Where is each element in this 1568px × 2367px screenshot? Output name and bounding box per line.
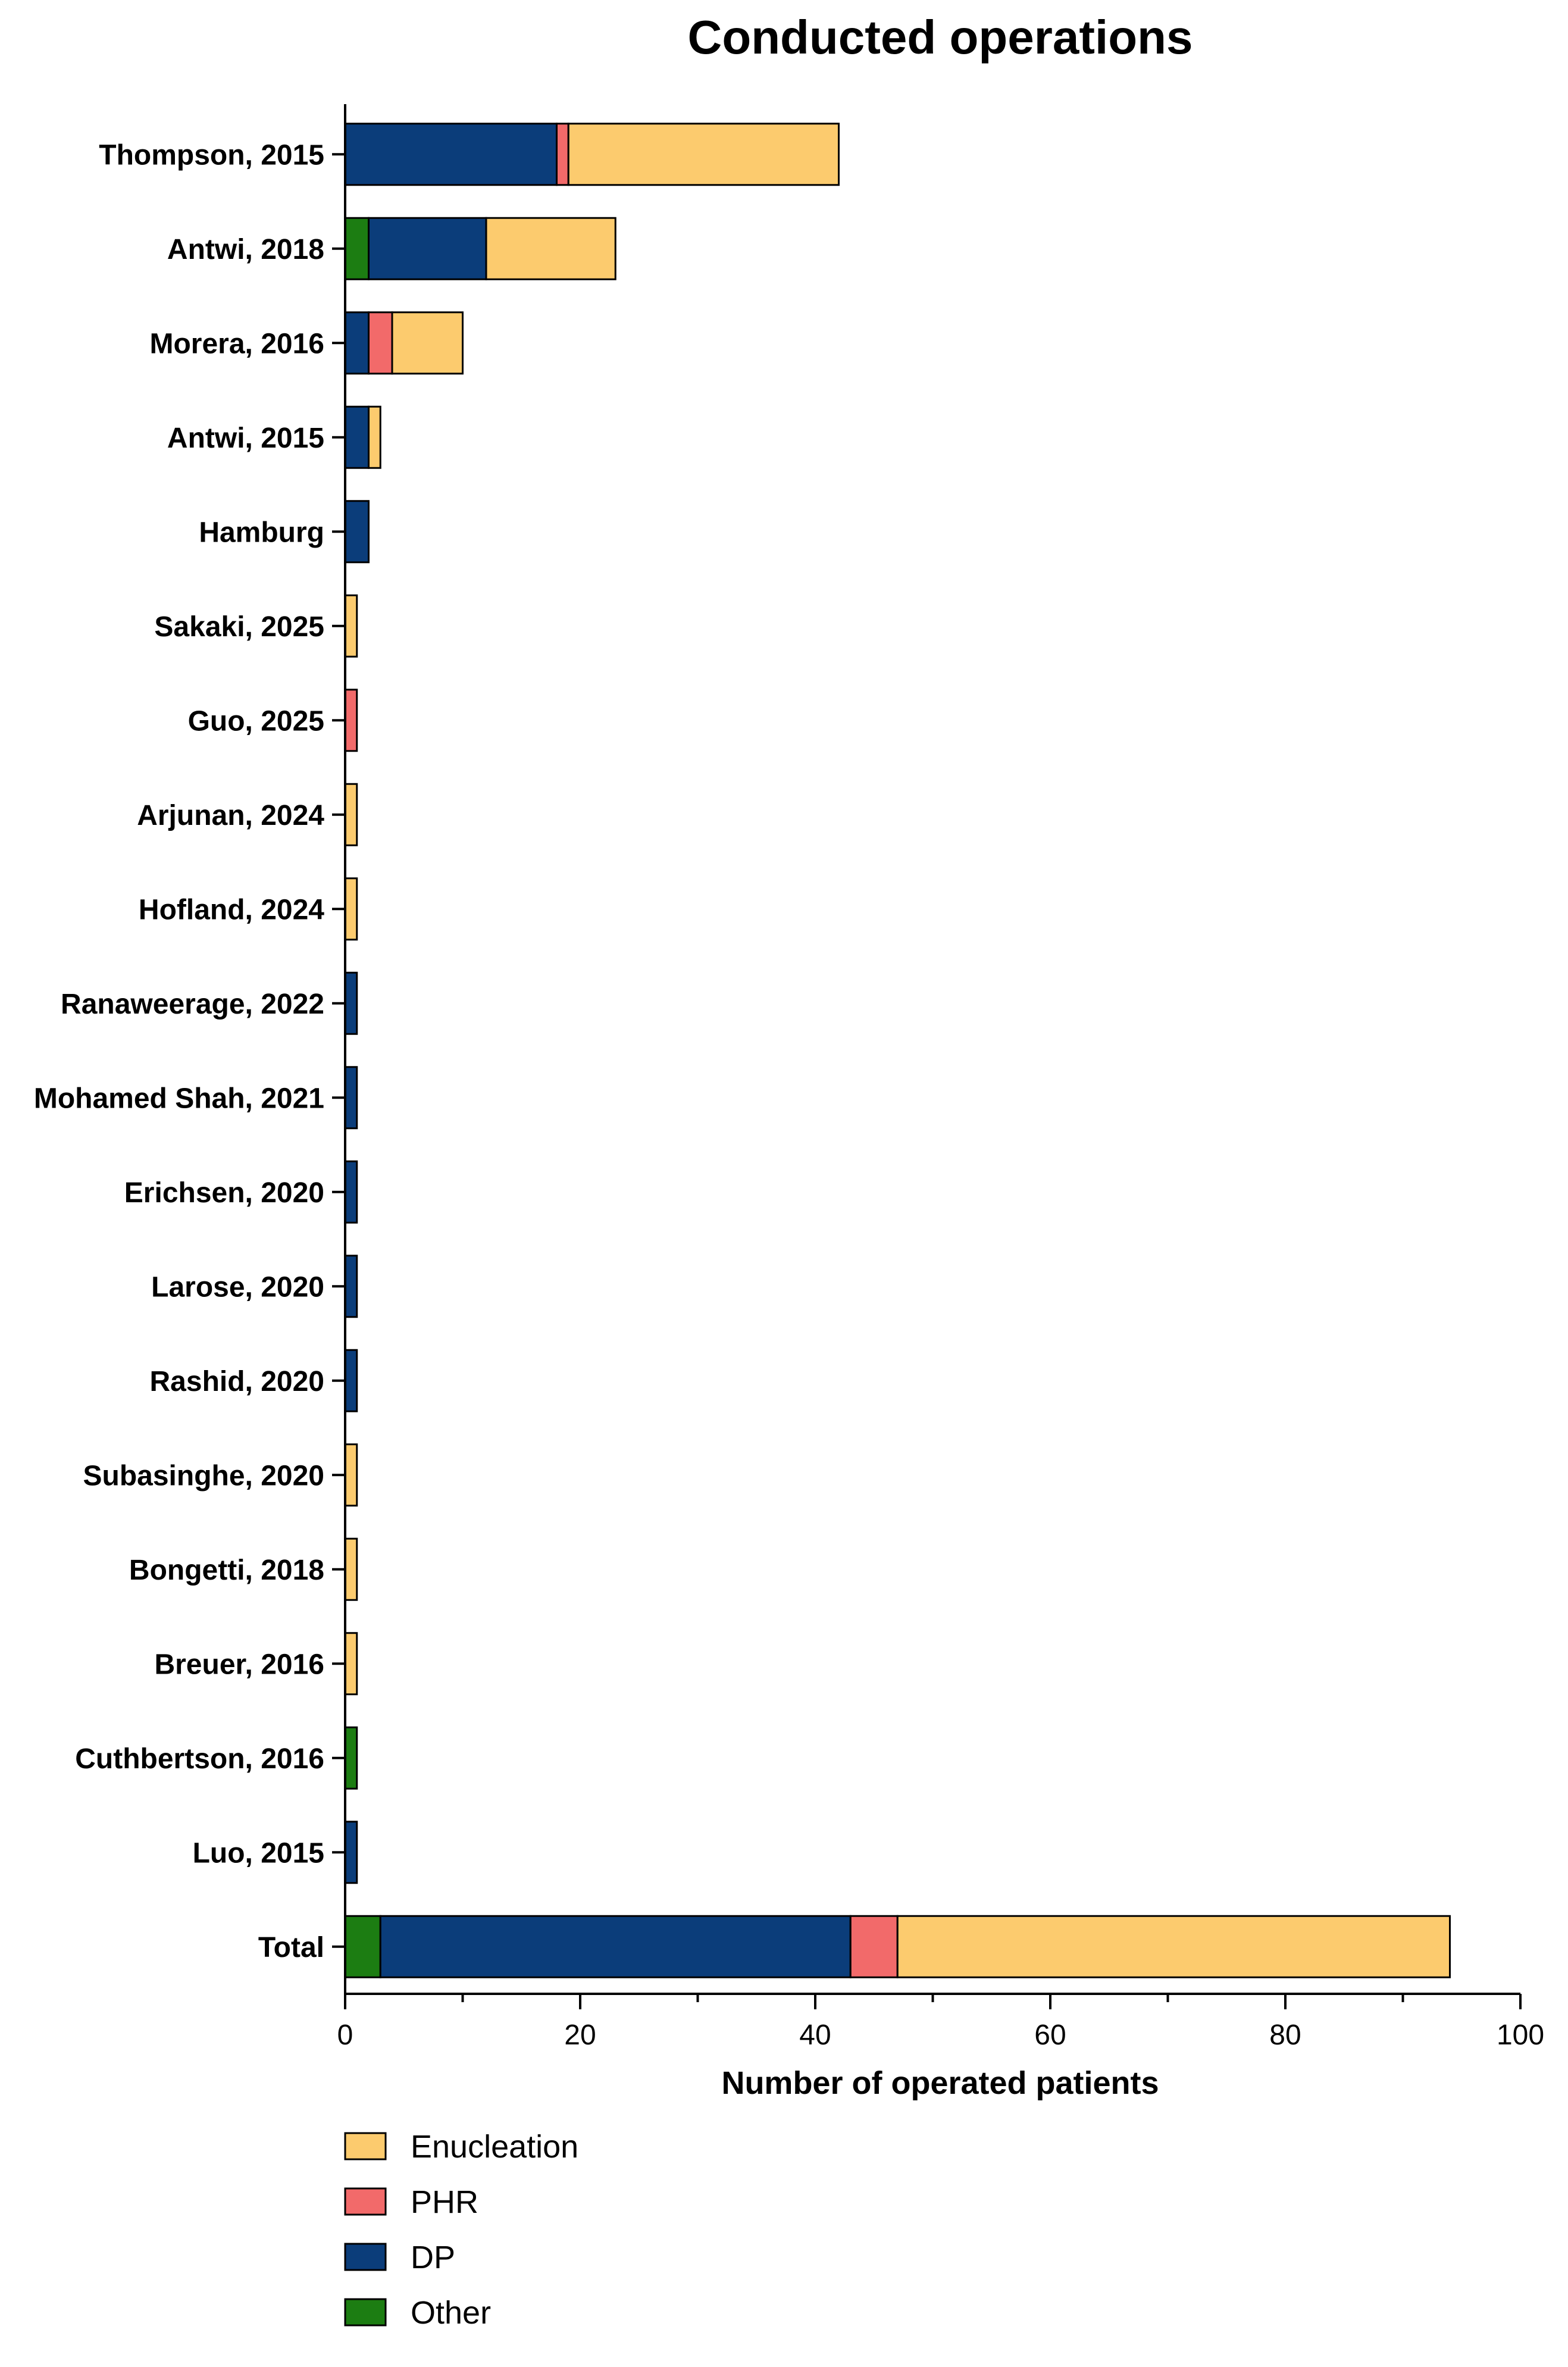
- legend-swatch-phr: [344, 2187, 387, 2216]
- y-axis: Thompson, 2015 Antwi, 2018 Morera, 2016 Ant…: [34, 104, 346, 1994]
- y-tick-label: Bongetti, 2018: [129, 1555, 324, 1586]
- bar-segment-phr-0: [556, 123, 569, 186]
- x-tick-label: 0: [337, 2019, 353, 2051]
- bar-segment-dp-1: [368, 217, 487, 280]
- bar-segment-enucleation-0: [567, 123, 840, 186]
- legend: Enucleation PHR DP Other: [344, 2129, 578, 2331]
- bar-segment-enucleation-1: [485, 217, 616, 280]
- y-tick-label: Cuthbertson, 2016: [75, 1743, 324, 1775]
- bar-segment-enucleation-14: [344, 1443, 358, 1507]
- y-tick-label: Subasinghe, 2020: [83, 1460, 325, 1492]
- y-tick-label: Luo, 2015: [193, 1837, 324, 1869]
- y-tick-label: Arjunan, 2024: [137, 800, 324, 831]
- x-axis: 0 20 40 60 80 100: [337, 1993, 1544, 2051]
- bar-segment-enucleation-5: [344, 594, 358, 658]
- bar-segment-dp-10: [344, 1066, 358, 1130]
- x-tick-label: 20: [564, 2019, 596, 2051]
- bar-segment-enucleation-8: [344, 877, 358, 941]
- x-tick-label: 100: [1497, 2019, 1544, 2051]
- legend-label-enucleation: Enucleation: [411, 2129, 578, 2165]
- bar-segment-enucleation-15: [344, 1537, 358, 1601]
- bar-segment-enucleation-2: [391, 311, 464, 375]
- y-tick-label: Rashid, 2020: [150, 1366, 324, 1397]
- bar-segment-phr-6: [344, 689, 358, 752]
- bar-segment-other-17: [344, 1726, 358, 1790]
- bar-segment-dp-0: [344, 123, 558, 186]
- y-tick-label: Sakaki, 2025: [154, 611, 324, 643]
- bar-segment-dp-11: [344, 1160, 358, 1224]
- y-tick-label: Antwi, 2015: [167, 423, 324, 454]
- x-axis-label: Number of operated patients: [721, 2065, 1159, 2101]
- bar-segment-enucleation-7: [344, 783, 358, 846]
- bar-segment-dp-2: [344, 311, 370, 375]
- bar-segment-dp-13: [344, 1349, 358, 1412]
- bar-segment-other-19: [344, 1915, 381, 1978]
- y-tick-label: Erichsen, 2020: [124, 1177, 324, 1209]
- y-tick-label: Hamburg: [199, 517, 324, 548]
- bar-segment-phr-2: [368, 311, 393, 375]
- bar-segment-dp-12: [344, 1255, 358, 1318]
- x-tick-label: 80: [1269, 2019, 1301, 2051]
- bar-segment-phr-19: [849, 1915, 899, 1978]
- y-tick-label: Larose, 2020: [151, 1271, 324, 1303]
- legend-label-phr: PHR: [411, 2184, 478, 2220]
- bars-group: [344, 123, 1451, 1978]
- bar-segment-enucleation-19: [896, 1915, 1451, 1978]
- legend-swatch-dp: [344, 2243, 387, 2271]
- bar-segment-enucleation-16: [344, 1632, 358, 1696]
- bar-segment-dp-4: [344, 500, 370, 564]
- x-tick-label: 40: [799, 2019, 831, 2051]
- legend-swatch-enucleation: [344, 2132, 387, 2160]
- y-tick-label: Thompson, 2015: [99, 139, 324, 171]
- bar-segment-dp-9: [344, 971, 358, 1035]
- y-tick-label: Ranaweerage, 2022: [61, 989, 324, 1020]
- bar-segment-dp-18: [344, 1821, 358, 1884]
- bar-segment-other-1: [344, 217, 370, 280]
- y-tick-label: Mohamed Shah, 2021: [34, 1083, 324, 1114]
- legend-swatch-other: [344, 2298, 387, 2327]
- y-tick-label: Antwi, 2018: [167, 234, 324, 265]
- y-tick-label: Morera, 2016: [149, 328, 324, 359]
- y-tick-label: Breuer, 2016: [154, 1649, 324, 1680]
- legend-label-other: Other: [411, 2295, 491, 2331]
- bar-segment-enucleation-3: [368, 405, 381, 469]
- legend-label-dp: DP: [411, 2240, 455, 2275]
- bar-segment-dp-19: [379, 1915, 852, 1978]
- y-tick-label: Hofland, 2024: [139, 894, 324, 925]
- chart-title: Conducted operations: [688, 11, 1193, 64]
- y-tick-label: Total: [258, 1932, 324, 1963]
- x-tick-label: 60: [1034, 2019, 1066, 2051]
- y-tick-label: Guo, 2025: [188, 705, 324, 737]
- bar-segment-dp-3: [344, 405, 370, 469]
